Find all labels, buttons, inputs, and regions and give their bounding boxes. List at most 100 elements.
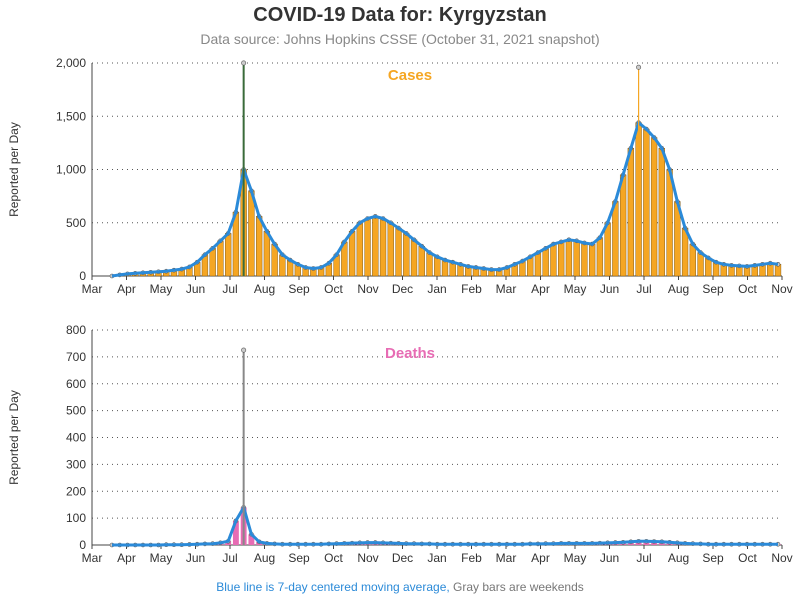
deaths-xtick-label: May: [150, 551, 173, 565]
deaths-xtick-label: Jul: [636, 551, 651, 565]
deaths-ytick-label: 600: [66, 377, 86, 391]
deaths-ytick-label: 200: [66, 484, 86, 498]
cases-bar: [372, 216, 379, 277]
cases-ytick-label: 1,000: [56, 163, 86, 177]
cases-bar: [588, 243, 596, 277]
cases-xtick-label: Oct: [324, 282, 343, 296]
cases-xtick-label: Aug: [668, 282, 689, 296]
deaths-bar: [248, 534, 255, 545]
cases-bar: [565, 239, 573, 277]
cases-xtick-label: Mar: [496, 282, 517, 296]
deaths-xtick-label: Sep: [288, 551, 310, 565]
deaths-xtick-label: Nov: [357, 551, 378, 565]
deaths-ytick-label: 500: [66, 404, 86, 418]
cases-bar: [410, 239, 418, 277]
cases-ylabel: Reported per Day: [7, 122, 21, 217]
cases-xtick-label: Oct: [738, 282, 757, 296]
cases-xtick-label: Jun: [186, 282, 205, 296]
chart-subtitle: Data source: Johns Hopkins CSSE (October…: [200, 31, 600, 47]
cases-ytick-label: 0: [79, 269, 86, 283]
deaths-ytick-label: 0: [79, 538, 86, 552]
cases-bar: [573, 240, 580, 277]
cases-bar: [209, 248, 216, 277]
deaths-xtick-label: Oct: [738, 551, 757, 565]
deaths-xtick-label: May: [564, 551, 587, 565]
deaths-xtick-label: Apr: [117, 551, 136, 565]
cases-xtick-label: Dec: [392, 282, 413, 296]
deaths-ytick-label: 100: [66, 511, 86, 525]
cases-bar: [596, 237, 604, 277]
cases-xtick-label: Aug: [254, 282, 275, 296]
deaths-xtick-label: Aug: [254, 551, 275, 565]
deaths-xtick-label: Jan: [427, 551, 446, 565]
cases-ytick-label: 500: [66, 216, 86, 230]
cases-bar: [263, 231, 271, 277]
deaths-xtick-label: Feb: [461, 551, 482, 565]
cases-bar: [627, 147, 635, 277]
cases-spike-point: [636, 64, 642, 70]
cases-bar: [217, 240, 224, 277]
cases-bar: [581, 242, 588, 277]
cases-bar: [395, 227, 402, 277]
deaths-xtick-label: Mar: [82, 551, 103, 565]
cases-xtick-label: Jan: [427, 282, 446, 296]
deaths-ylabel: Reported per Day: [7, 390, 21, 485]
chart-title: COVID-19 Data for: Kyrgyzstan: [253, 4, 547, 26]
deaths-panel-title: Deaths: [385, 345, 435, 362]
deaths-xtick-label: Dec: [392, 551, 413, 565]
cases-xtick-label: Nov: [357, 282, 378, 296]
cases-moving-average-line: [111, 121, 779, 278]
deaths-ytick-label: 300: [66, 457, 86, 471]
deaths-xtick-label: Oct: [324, 551, 343, 565]
cases-xtick-label: Jul: [222, 282, 237, 296]
cases-spike-point: [241, 60, 247, 66]
cases-bar: [612, 201, 619, 277]
cases-xtick-label: Apr: [531, 282, 550, 296]
cases-bar: [697, 252, 704, 277]
cases-bar: [689, 243, 696, 277]
cases-bar: [619, 174, 627, 277]
cases-bar: [348, 231, 356, 277]
deaths-bar: [232, 520, 239, 545]
chart-footer: Blue line is 7-day centered moving avera…: [0, 580, 800, 594]
cases-bar: [225, 233, 232, 277]
cases-bar: [248, 190, 255, 277]
cases-bar: [418, 245, 425, 277]
cases-bar: [658, 147, 665, 277]
deaths-ytick-label: 700: [66, 350, 86, 364]
deaths-xtick-label: Sep: [702, 551, 724, 565]
cases-bar: [356, 222, 363, 277]
cases-xtick-label: Apr: [117, 282, 136, 296]
cases-bar: [379, 218, 387, 277]
deaths-ytick-label: 800: [66, 323, 86, 337]
cases-bar: [550, 243, 557, 277]
cases-bar: [387, 222, 394, 277]
footer-moving-average-note: Blue line is 7-day centered moving avera…: [216, 580, 450, 594]
cases-bar: [666, 169, 673, 277]
deaths-xtick-label: Apr: [531, 551, 550, 565]
cases-xtick-label: Sep: [702, 282, 724, 296]
cases-ytick-label: 1,500: [56, 109, 86, 123]
cases-ytick-label: 2,000: [56, 56, 86, 70]
cases-bar: [558, 241, 565, 277]
cases-bar: [527, 256, 534, 277]
deaths-xtick-label: Jun: [600, 551, 619, 565]
cases-bar: [650, 137, 658, 277]
cases-panel-title: Cases: [388, 67, 432, 84]
cases-xtick-label: May: [564, 282, 587, 296]
deaths-ytick-label: 400: [66, 431, 86, 445]
cases-xtick-label: Sep: [288, 282, 310, 296]
cases-bar: [441, 259, 449, 277]
cases-bar: [643, 128, 650, 277]
cases-bar: [403, 233, 410, 277]
cases-xtick-label: Nov: [771, 282, 792, 296]
footer-weekend-note: Gray bars are weekends: [449, 580, 584, 594]
cases-bar: [255, 216, 263, 277]
cases-xtick-label: Jun: [600, 282, 619, 296]
deaths-xtick-label: Jul: [222, 551, 237, 565]
deaths-moving-average-line: [112, 505, 778, 547]
deaths-xtick-label: Aug: [668, 551, 689, 565]
deaths-xtick-label: Jun: [186, 551, 205, 565]
